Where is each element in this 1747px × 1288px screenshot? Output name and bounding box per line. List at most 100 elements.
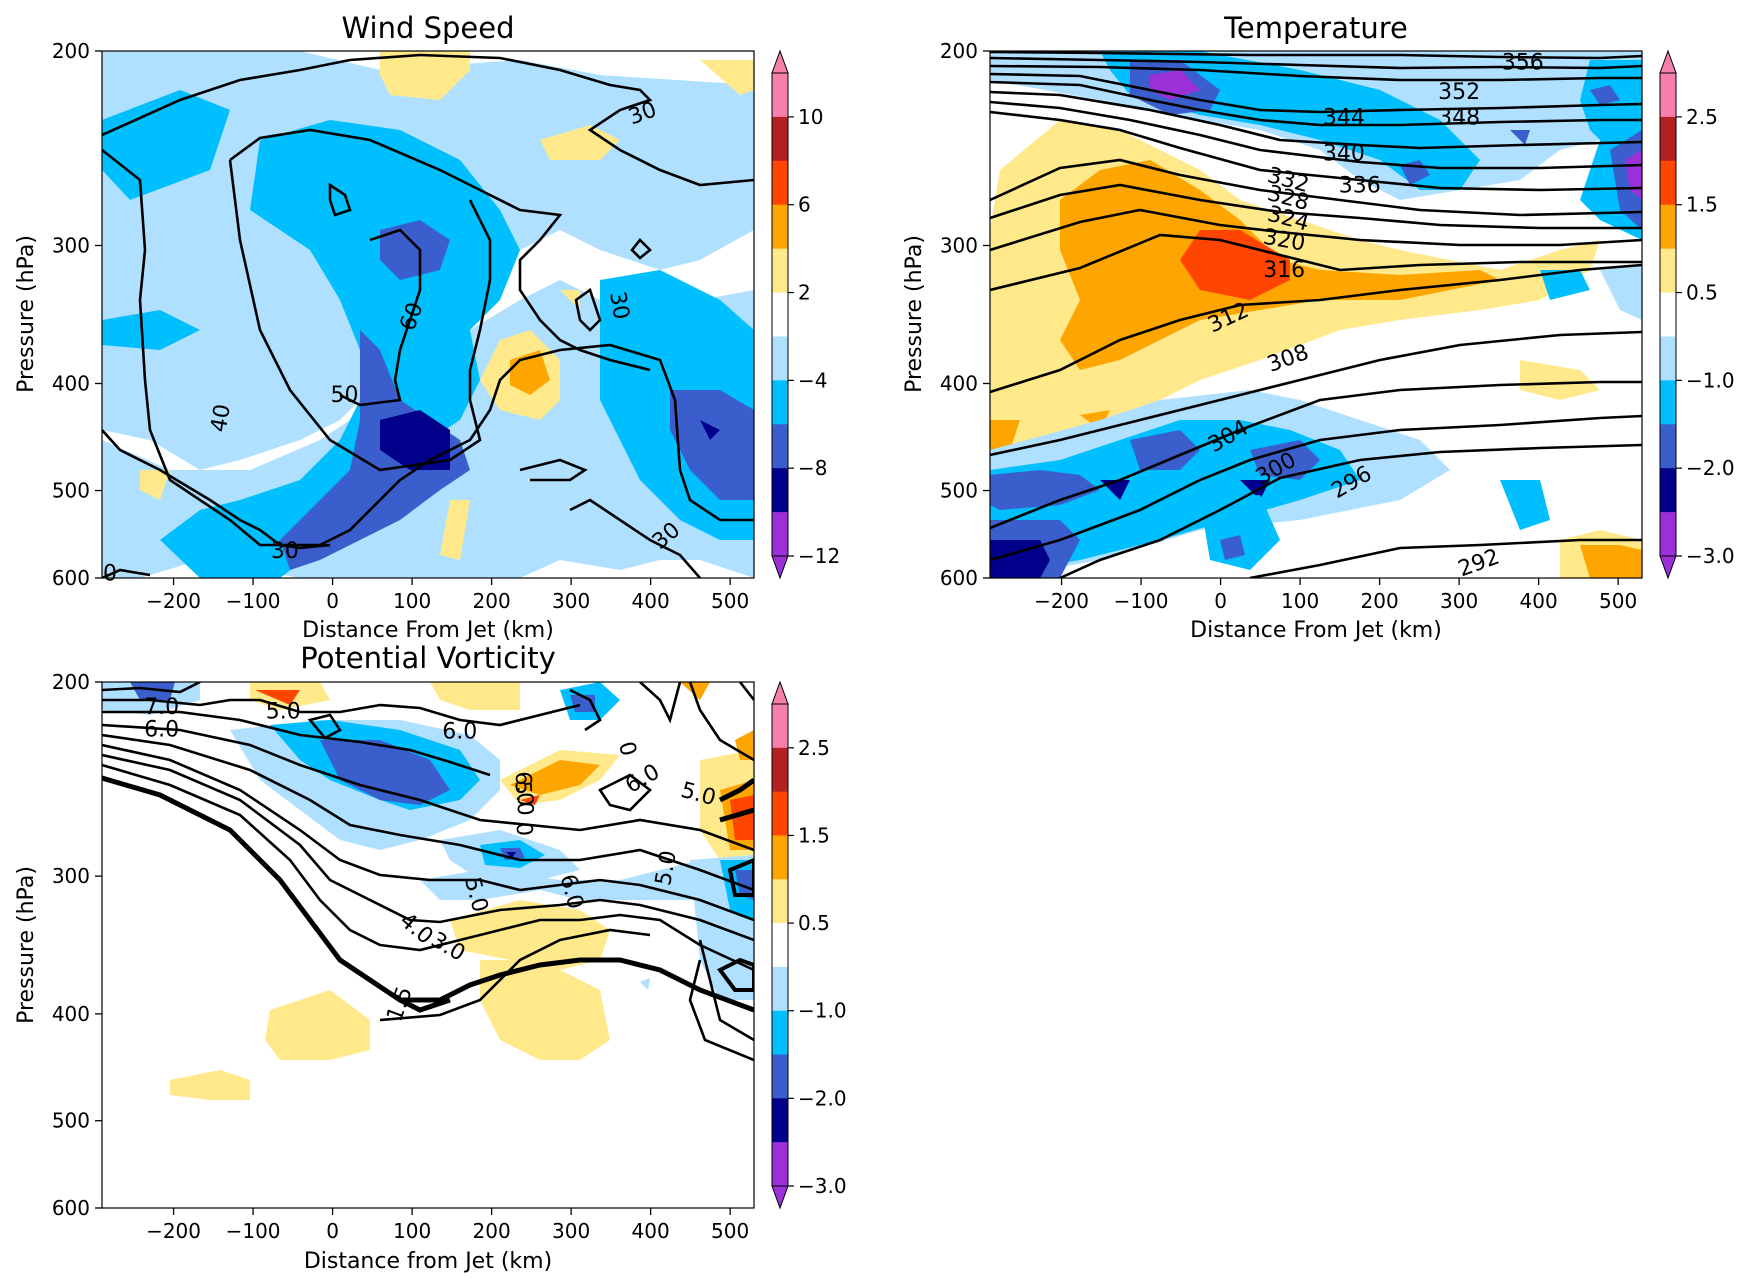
contour-label: 6.0 xyxy=(442,719,477,744)
contour-label: 344 xyxy=(1323,106,1365,131)
colorbar-frame xyxy=(1659,72,1677,557)
y-tick-label: 500 xyxy=(940,479,978,503)
colorbar-extend-top xyxy=(1659,49,1677,74)
colorbar-segment xyxy=(772,160,788,206)
filled-anomaly xyxy=(102,51,754,578)
x-tick-label: 400 xyxy=(632,1219,670,1243)
colorbar-segment xyxy=(1660,204,1676,250)
x-tick-label: 400 xyxy=(1520,589,1558,613)
colorbar-segment xyxy=(772,923,788,968)
colorbar-segment xyxy=(1660,512,1676,557)
y-axis-label: Pressure (hPa) xyxy=(14,235,39,393)
x-tick-label: 0 xyxy=(1214,589,1227,613)
panel-potential-vorticity: Potential Vorticity xyxy=(14,641,847,1274)
x-tick-label: 100 xyxy=(393,589,431,613)
x-tick-label: 200 xyxy=(473,1219,511,1243)
colorbar-segment xyxy=(772,966,788,1012)
x-tick-label: 500 xyxy=(711,589,749,613)
contour-lines xyxy=(990,51,1642,578)
x-tick-label: −200 xyxy=(1034,589,1089,613)
colorbar-extend-top xyxy=(771,680,789,705)
colorbar-tick-label: −2.0 xyxy=(1686,456,1735,480)
x-tick-label: 200 xyxy=(1361,589,1399,613)
x-axis: −200 −100 0 100 200 300 400 500 xyxy=(1034,578,1637,613)
contour-lines xyxy=(102,53,754,578)
contour-labels: 3563523483443403363323283243203163123083… xyxy=(1204,50,1544,582)
colorbar-segment xyxy=(772,879,788,924)
y-axis: 200 300 400 500 600 xyxy=(52,670,102,1220)
colorbar-segment xyxy=(772,336,788,381)
colorbar-segment xyxy=(772,380,788,425)
contour-label: 5.0 xyxy=(651,849,682,888)
contour-label: 7.0 xyxy=(144,695,179,720)
x-tick-label: −100 xyxy=(226,589,281,613)
colorbar-tick-label: 2.5 xyxy=(1686,105,1718,129)
panel-title: Wind Speed xyxy=(341,11,514,45)
x-axis-label: Distance from Jet (km) xyxy=(304,1249,552,1274)
panel-temperature: Temperature xyxy=(902,11,1735,643)
x-tick-label: 300 xyxy=(552,1219,590,1243)
y-tick-label: 400 xyxy=(52,1002,90,1026)
y-tick-label: 300 xyxy=(940,234,978,258)
x-tick-label: 300 xyxy=(552,589,590,613)
x-axis: −200 −100 0 100 200 300 400 500 xyxy=(146,1208,749,1243)
y-axis: 200 300 400 500 600 xyxy=(940,39,990,590)
colorbar-segment xyxy=(772,1142,788,1187)
colorbar-segment xyxy=(1660,380,1676,425)
x-tick-label: −100 xyxy=(1114,589,1169,613)
contour-label: 0 xyxy=(510,821,536,837)
colorbar-tick-label: −2.0 xyxy=(798,1086,847,1110)
colorbar-tick-label: 2.5 xyxy=(798,736,830,760)
panel-wind-speed: Wind Speed xyxy=(14,11,840,643)
y-tick-label: 400 xyxy=(52,371,90,395)
colorbar-tick-label: −1.0 xyxy=(1686,368,1735,392)
colorbar-segment xyxy=(772,512,788,557)
colorbar-segment xyxy=(772,704,788,749)
colorbar-extend-bottom xyxy=(771,555,789,580)
x-tick-label: 100 xyxy=(393,1219,431,1243)
colorbar-segment xyxy=(772,835,788,880)
panel-title: Temperature xyxy=(1223,11,1408,45)
contour-label: 352 xyxy=(1438,80,1480,105)
contour-label: 30 xyxy=(271,539,299,564)
colorbar-extend-bottom xyxy=(771,1185,789,1210)
colorbar: −3.0 −2.0 −1.0 0.5 1.5 2.5 xyxy=(1659,49,1735,580)
colorbar-frame xyxy=(771,72,789,557)
y-axis-label: Pressure (hPa) xyxy=(902,235,927,393)
y-tick-label: 600 xyxy=(940,566,978,590)
contour-label: 356 xyxy=(1502,50,1544,75)
x-tick-label: 0 xyxy=(326,589,339,613)
y-tick-label: 500 xyxy=(52,1109,90,1133)
filled-anomaly xyxy=(990,51,1642,578)
colorbar-segment xyxy=(1660,73,1676,118)
colorbar: −12 −8 −4 2 6 10 xyxy=(771,49,840,580)
contour-lines xyxy=(102,682,754,1062)
colorbar: −3.0 −2.0 −1.0 0.5 1.5 2.5 xyxy=(771,680,847,1210)
colorbar-segment xyxy=(1660,424,1676,469)
contour-label: 0 xyxy=(613,739,641,759)
colorbar-tick-label: 1.5 xyxy=(1686,193,1718,217)
x-tick-label: 200 xyxy=(473,589,511,613)
colorbar-segment xyxy=(772,204,788,250)
contour-label: 0 xyxy=(103,561,117,586)
x-tick-label: 100 xyxy=(1281,589,1319,613)
colorbar-tick-label: 2 xyxy=(798,281,811,305)
y-tick-label: 600 xyxy=(52,566,90,590)
colorbar-tick-label: 0.5 xyxy=(798,911,830,935)
colorbar-extend-bottom xyxy=(1659,555,1677,580)
colorbar-segment xyxy=(772,1098,788,1143)
colorbar-frame xyxy=(771,703,789,1187)
y-axis-label: Pressure (hPa) xyxy=(14,866,39,1024)
contour-label: 6.0 xyxy=(144,717,179,742)
x-tick-label: −200 xyxy=(146,589,201,613)
x-tick-label: 0 xyxy=(326,1219,339,1243)
x-axis-label: Distance From Jet (km) xyxy=(1190,618,1442,643)
colorbar-segment xyxy=(1660,468,1676,513)
contour-label: 6.0 xyxy=(509,770,537,807)
y-tick-label: 200 xyxy=(52,670,90,694)
contour-label: 40 xyxy=(207,402,236,434)
colorbar-segment xyxy=(772,248,788,294)
colorbar-tick-label: −12 xyxy=(798,544,840,568)
colorbar-tick-label: −1.0 xyxy=(798,999,847,1023)
